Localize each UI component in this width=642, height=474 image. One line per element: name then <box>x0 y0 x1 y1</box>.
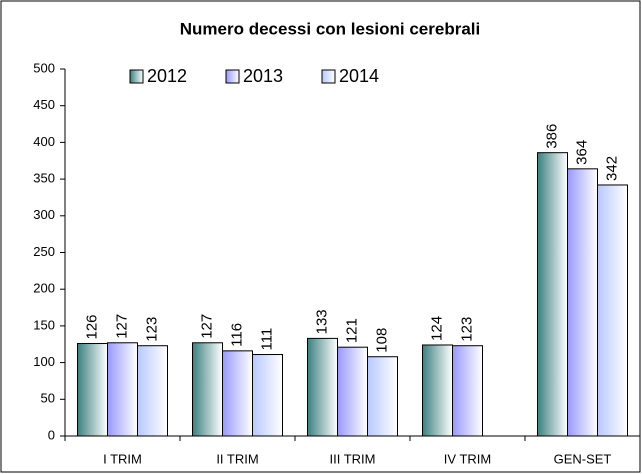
bar <box>567 168 598 437</box>
bar <box>367 356 398 437</box>
value-label: 108 <box>373 328 390 353</box>
value-label: 133 <box>313 309 330 334</box>
legend-label: 2013 <box>243 66 283 86</box>
y-tick-label: 450 <box>33 97 55 112</box>
bar <box>422 344 453 437</box>
value-label: 111 <box>258 328 275 351</box>
value-label: 123 <box>143 317 160 342</box>
legend-label: 2012 <box>147 66 187 86</box>
bar <box>77 343 108 437</box>
bar <box>452 345 483 437</box>
legend-swatch <box>321 69 336 84</box>
x-tick-label: III TRIM <box>330 451 376 466</box>
y-tick-label: 500 <box>33 60 55 75</box>
y-tick-label: 0 <box>48 427 55 442</box>
x-tick-label: I TRIM <box>103 451 142 466</box>
bar <box>192 342 223 437</box>
value-label: 127 <box>113 314 130 339</box>
value-label: 342 <box>603 156 620 181</box>
legend-swatch <box>225 69 240 84</box>
value-label: 126 <box>83 314 100 339</box>
bar <box>307 337 338 437</box>
value-label: 127 <box>198 314 215 339</box>
value-label: 121 <box>343 318 360 343</box>
bar <box>537 152 568 437</box>
y-tick-label: 150 <box>33 317 55 332</box>
bar <box>222 350 253 437</box>
value-label: 116 <box>228 323 245 347</box>
y-tick-label: 50 <box>41 391 55 406</box>
x-tick-label: GEN-SET <box>554 451 612 466</box>
value-label: 386 <box>543 124 560 149</box>
y-tick-label: 300 <box>33 207 55 222</box>
bar <box>137 345 168 437</box>
bar <box>252 354 283 437</box>
legend-label: 2014 <box>339 66 379 86</box>
x-tick-label: IV TRIM <box>444 451 491 466</box>
y-tick-label: 400 <box>33 134 55 149</box>
legend-swatch <box>129 69 144 84</box>
y-tick-label: 250 <box>33 244 55 259</box>
chart-title: Numero decessi con lesioni cerebrali <box>180 19 480 38</box>
y-tick-label: 200 <box>33 281 55 296</box>
y-tick-label: 350 <box>33 171 55 186</box>
value-label: 364 <box>573 140 590 165</box>
x-tick-label: II TRIM <box>216 451 258 466</box>
value-label: 124 <box>428 316 445 341</box>
bar <box>107 342 138 437</box>
bar <box>597 184 628 437</box>
value-label: 123 <box>458 317 475 342</box>
y-tick-label: 100 <box>33 354 55 369</box>
bar <box>337 346 368 437</box>
